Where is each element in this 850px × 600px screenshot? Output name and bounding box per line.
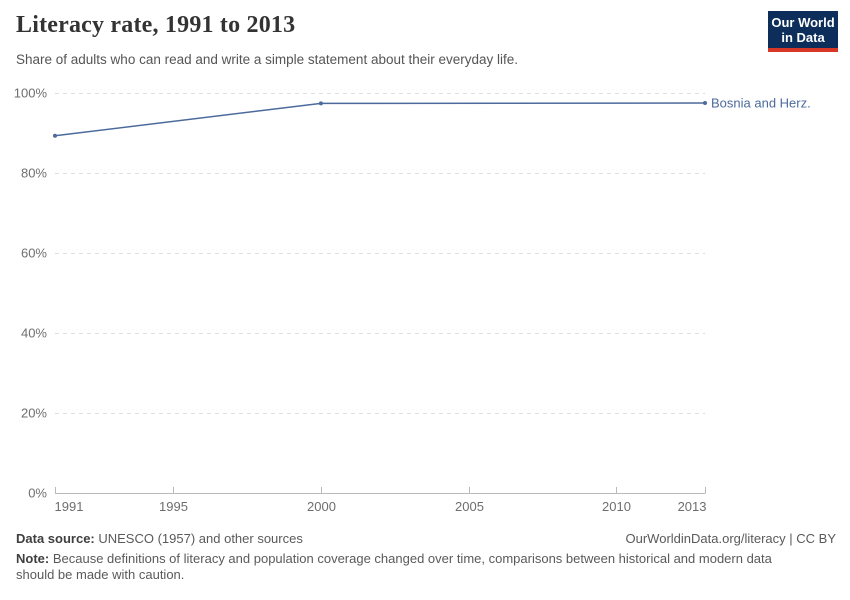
y-tick-label: 60% bbox=[21, 246, 47, 261]
logo-text-line2: in Data bbox=[781, 29, 825, 45]
data-source-text: UNESCO (1957) and other sources bbox=[94, 531, 303, 546]
chart-subtitle: Share of adults who can read and write a… bbox=[16, 52, 519, 67]
data-point[interactable] bbox=[318, 101, 323, 106]
data-source: Data source: UNESCO (1957) and other sou… bbox=[16, 531, 303, 547]
note: Note: Because definitions of literacy an… bbox=[16, 551, 794, 583]
license-link[interactable]: OurWorldinData.org/literacy | CC BY bbox=[625, 531, 836, 546]
x-tick-label: 1991 bbox=[55, 499, 84, 514]
y-tick-label: 80% bbox=[21, 166, 47, 181]
owid-logo[interactable]: Our World in Data bbox=[768, 11, 838, 52]
note-label: Note: bbox=[16, 551, 50, 566]
note-text: Because definitions of literacy and popu… bbox=[16, 551, 772, 582]
chart-title: Literacy rate, 1991 to 2013 bbox=[16, 12, 296, 38]
x-tick-label: 2013 bbox=[678, 499, 707, 514]
x-tick-label: 1995 bbox=[159, 499, 188, 514]
data-point[interactable] bbox=[53, 133, 57, 138]
data-point[interactable] bbox=[703, 101, 707, 105]
y-tick-label: 100% bbox=[14, 86, 48, 101]
footer-row: Data source: UNESCO (1957) and other sou… bbox=[16, 531, 836, 547]
y-tick-label: 0% bbox=[28, 486, 47, 501]
data-source-label: Data source: bbox=[16, 531, 95, 546]
y-tick-label: 40% bbox=[21, 326, 47, 341]
x-tick-label: 2010 bbox=[602, 499, 631, 514]
logo-text-line1: Our World bbox=[771, 14, 835, 30]
x-tick-label: 2000 bbox=[307, 499, 336, 514]
series-line[interactable] bbox=[54, 102, 706, 137]
x-tick-label: 2005 bbox=[455, 499, 484, 514]
series-label[interactable]: Bosnia and Herz. bbox=[711, 96, 811, 111]
y-tick-label: 20% bbox=[21, 406, 47, 421]
